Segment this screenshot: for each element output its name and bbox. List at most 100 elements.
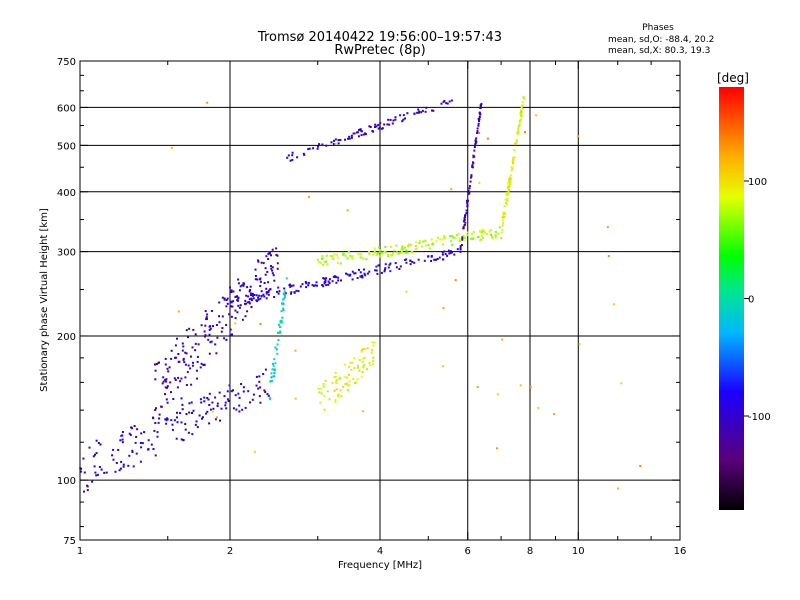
data-point: [112, 458, 115, 461]
data-point: [270, 376, 273, 379]
data-point: [207, 398, 210, 401]
data-point: [503, 211, 506, 214]
data-point: [337, 279, 340, 282]
plot-frame-outline: [79, 60, 681, 541]
data-point: [392, 249, 395, 252]
data-point: [170, 357, 173, 360]
data-point: [312, 147, 315, 150]
data-point: [184, 428, 187, 431]
data-point: [468, 185, 471, 187]
data-point: [155, 407, 157, 410]
data-point: [255, 375, 258, 378]
data-point: [378, 251, 381, 254]
data-point: [226, 297, 229, 300]
data-point: [185, 384, 188, 386]
data-point: [245, 302, 247, 305]
x-tick-label: 8: [527, 546, 533, 557]
data-point: [292, 284, 295, 287]
data-point: [166, 386, 169, 389]
data-point: [399, 248, 402, 251]
data-point: [132, 465, 135, 468]
y-tick-label: 300: [57, 248, 76, 259]
data-point: [520, 106, 523, 109]
data-point: [281, 302, 284, 305]
data-point: [462, 220, 465, 223]
data-point: [517, 131, 520, 133]
data-point: [504, 198, 507, 201]
data-point: [472, 161, 474, 164]
data-point: [477, 122, 480, 125]
data-point: [302, 152, 305, 155]
data-point: [342, 253, 345, 256]
data-point: [362, 133, 365, 136]
data-point: [111, 454, 114, 457]
data-point: [443, 250, 446, 253]
data-point: [334, 400, 337, 403]
data-point: [418, 111, 420, 114]
data-point: [259, 297, 262, 300]
data-point: [248, 302, 251, 305]
data-point: [406, 112, 409, 115]
data-point: [452, 236, 455, 239]
data-point: [336, 256, 339, 259]
data-point: [273, 375, 276, 378]
data-point: [434, 258, 437, 261]
data-point: [208, 333, 211, 336]
data-point: [471, 166, 474, 169]
data-point: [259, 386, 262, 389]
chart-title-line1: Tromsø 20140422 19:56:00–19:57:43: [257, 30, 502, 45]
data-point: [351, 361, 354, 364]
data-point: [372, 130, 375, 133]
data-point: [607, 255, 610, 257]
data-point: [223, 298, 226, 301]
data-point: [364, 348, 367, 350]
data-point: [259, 277, 262, 280]
data-point: [368, 252, 371, 255]
data-point: [258, 375, 261, 378]
data-point: [221, 327, 224, 329]
data-point: [323, 282, 326, 285]
data-point: [494, 230, 497, 233]
data-point: [462, 239, 465, 242]
data-point: [438, 256, 441, 259]
data-point: [332, 143, 335, 145]
data-point: [283, 294, 286, 296]
data-point: [135, 435, 138, 438]
data-point: [454, 237, 457, 240]
data-point: [391, 122, 394, 125]
data-point: [339, 376, 342, 379]
data-point: [192, 409, 195, 412]
data-point: [406, 251, 409, 254]
data-point: [226, 398, 229, 401]
x-tick-label: 4: [377, 546, 383, 557]
data-point: [282, 309, 285, 312]
data-point: [269, 380, 272, 383]
data-point: [158, 361, 160, 364]
data-point: [361, 276, 364, 279]
data-point: [284, 296, 286, 299]
data-point: [454, 279, 457, 282]
data-point: [119, 467, 122, 470]
data-point: [184, 376, 187, 379]
data-point: [465, 209, 468, 212]
data-point: [346, 209, 349, 212]
data-point: [491, 236, 494, 239]
data-point: [358, 128, 360, 131]
data-point: [316, 258, 319, 261]
data-point: [91, 480, 94, 483]
data-point: [177, 353, 180, 355]
data-point: [185, 413, 188, 415]
data-point: [201, 416, 204, 419]
data-point: [234, 309, 237, 312]
data-point: [156, 431, 159, 434]
data-point: [479, 113, 482, 116]
data-point: [458, 237, 461, 240]
data-point: [189, 367, 192, 370]
data-point: [411, 251, 414, 253]
data-point: [380, 127, 383, 130]
data-point: [269, 288, 272, 291]
data-point: [350, 134, 353, 137]
data-point: [348, 137, 351, 140]
data-point: [353, 272, 356, 275]
